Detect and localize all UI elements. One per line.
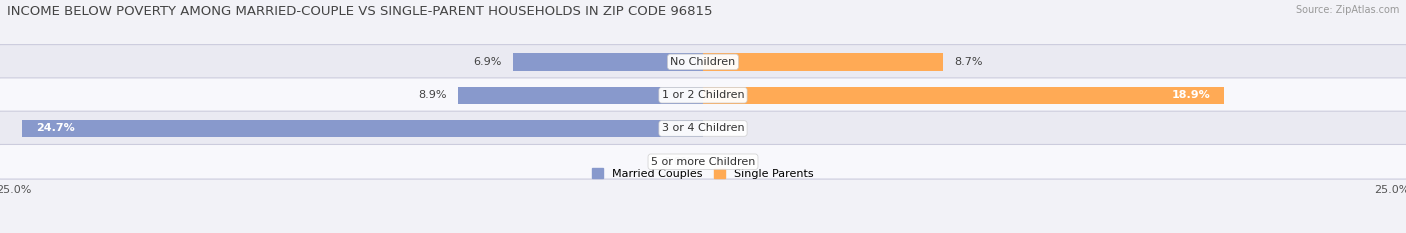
Text: 0.0%: 0.0% [714,123,742,134]
Bar [458,86,703,104]
Text: 8.7%: 8.7% [953,57,983,67]
Text: 24.7%: 24.7% [37,123,75,134]
FancyBboxPatch shape [0,45,1406,79]
Bar [22,120,703,137]
Bar [703,86,1223,104]
Bar [703,53,943,71]
Text: 5 or more Children: 5 or more Children [651,157,755,167]
FancyBboxPatch shape [0,111,1406,146]
Text: 1 or 2 Children: 1 or 2 Children [662,90,744,100]
Text: 3 or 4 Children: 3 or 4 Children [662,123,744,134]
Text: 18.9%: 18.9% [1171,90,1211,100]
Text: 0.0%: 0.0% [714,157,742,167]
Text: 6.9%: 6.9% [474,57,502,67]
Legend: Married Couples, Single Parents: Married Couples, Single Parents [588,164,818,183]
Text: INCOME BELOW POVERTY AMONG MARRIED-COUPLE VS SINGLE-PARENT HOUSEHOLDS IN ZIP COD: INCOME BELOW POVERTY AMONG MARRIED-COUPL… [7,5,713,18]
Text: 8.9%: 8.9% [418,90,447,100]
FancyBboxPatch shape [0,78,1406,113]
FancyBboxPatch shape [0,144,1406,179]
Text: No Children: No Children [671,57,735,67]
Text: 0.0%: 0.0% [664,157,692,167]
Bar [513,53,703,71]
Text: Source: ZipAtlas.com: Source: ZipAtlas.com [1295,5,1399,15]
